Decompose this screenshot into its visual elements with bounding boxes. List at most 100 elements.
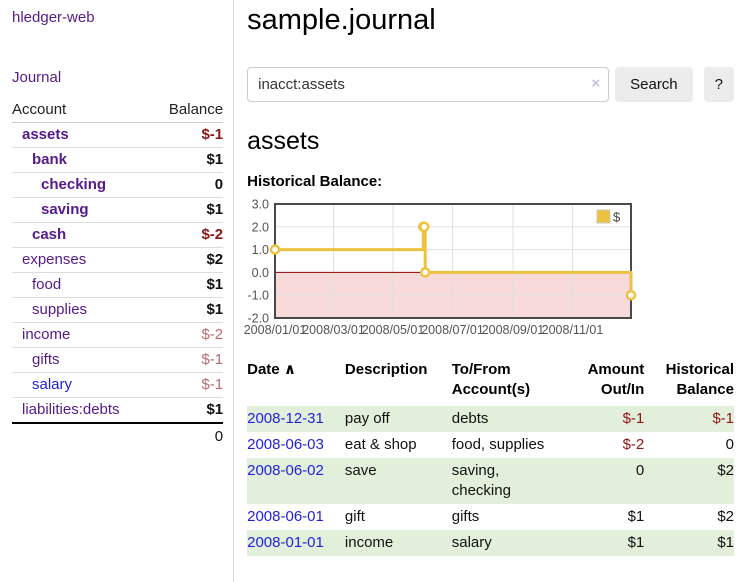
transaction-row: 2008-01-01 income salary $1 $1 [247, 530, 734, 556]
transaction-amount: 0 [635, 462, 645, 479]
search-button[interactable]: Search [615, 67, 693, 102]
account-balance: $1 [152, 397, 224, 423]
transaction-accounts: salary [451, 534, 492, 551]
account-link[interactable]: bank [32, 151, 68, 168]
y-axis-tick: 0.0 [252, 266, 269, 280]
account-balance: $2 [152, 247, 224, 273]
account-balance: 0 [152, 172, 224, 198]
transaction-amount: $1 [627, 508, 645, 525]
legend-swatch-icon [596, 209, 611, 224]
transaction-description: eat & shop [344, 436, 417, 453]
account-link[interactable]: income [22, 326, 71, 343]
transaction-description: gift [344, 508, 365, 525]
account-link[interactable]: assets [22, 126, 69, 143]
sidebar-item-journal[interactable]: Journal [12, 69, 62, 86]
account-row: expenses $2 [12, 247, 224, 273]
y-axis-tick: -1.0 [248, 289, 270, 303]
transaction-row: 2008-12-31 pay off debts $-1 $-1 [247, 406, 734, 432]
transaction-date-link[interactable]: 2008-01-01 [247, 534, 324, 551]
transaction-amount: $-2 [622, 436, 645, 453]
account-balance: $1 [152, 197, 224, 223]
account-balance: $1 [152, 147, 224, 173]
account-row: checking 0 [12, 172, 224, 198]
account-link[interactable]: cash [32, 226, 67, 243]
account-row: cash $-2 [12, 222, 224, 248]
transaction-balance: $-1 [712, 410, 734, 427]
account-row: saving $1 [12, 197, 224, 223]
transaction-amount: $-1 [622, 410, 645, 427]
transaction-balance: $1 [717, 534, 734, 551]
account-balance: $1 [152, 297, 224, 323]
account-balance: $-1 [201, 126, 224, 143]
transaction-accounts: food, supplies [451, 436, 545, 453]
transaction-date-link[interactable]: 2008-06-03 [247, 436, 324, 453]
account-heading: assets [247, 127, 320, 155]
account-link[interactable]: supplies [32, 301, 88, 318]
description-column-header: Description [344, 361, 428, 378]
main-content: sample.journal × Search ? assets Histori… [234, 0, 742, 582]
transaction-balance: $2 [717, 462, 734, 479]
transaction-description: pay off [344, 410, 390, 427]
account-link[interactable]: saving [41, 201, 89, 218]
account-row: bank $1 [12, 147, 224, 173]
transaction-balance: 0 [725, 436, 734, 453]
transaction-date-link[interactable]: 2008-06-02 [247, 462, 324, 479]
x-axis-tick: 2008/07/01 [421, 323, 484, 337]
accounts-column-header: Account [12, 99, 153, 123]
accounts-column-header: To/From Account(s) [451, 361, 531, 398]
account-row: income $-2 [12, 322, 224, 348]
chart-data-point [269, 244, 281, 255]
y-axis-tick: -2.0 [248, 312, 270, 326]
account-row: liabilities:debts $1 [12, 397, 224, 423]
x-axis-tick: 2008/11/01 [542, 323, 604, 337]
y-axis-tick: 2.0 [252, 220, 269, 234]
transaction-date-link[interactable]: 2008-06-01 [247, 508, 324, 525]
brand-link[interactable]: hledger-web [12, 9, 95, 26]
y-axis-tick: 3.0 [252, 198, 269, 212]
account-row: assets $-1 [12, 123, 223, 148]
account-row: gifts $-1 [12, 347, 224, 373]
account-link[interactable]: checking [41, 176, 107, 193]
chart-data-point [420, 267, 431, 278]
transaction-accounts: gifts [451, 508, 480, 525]
page-title: sample.journal [247, 4, 436, 36]
search-input[interactable] [247, 67, 610, 102]
account-link[interactable]: salary [32, 376, 73, 393]
account-link[interactable]: food [32, 276, 62, 293]
chart-title: Historical Balance: [247, 173, 383, 190]
chart-data-point [419, 221, 430, 233]
x-axis-tick: 2008/09/01 [482, 323, 545, 337]
legend-label: $ [613, 210, 621, 225]
accounts-total-value: 0 [152, 422, 224, 450]
account-link[interactable]: liabilities:debts [22, 401, 120, 418]
transaction-accounts: saving, checking [451, 462, 511, 499]
clear-search-icon[interactable]: × [591, 75, 601, 92]
account-row: supplies $1 [12, 297, 224, 323]
account-row: salary $-1 [12, 372, 224, 398]
balance-chart: $3.0 2.0 1.0 0.0 -1.0 -2.0 2008/01/01 2008/03/0… [244, 198, 734, 339]
sort-ascending-icon: ∧ [283, 361, 296, 378]
amount-column-header: Amount Out/In [587, 361, 645, 398]
account-balance: $-1 [152, 372, 224, 398]
account-link[interactable]: expenses [22, 251, 87, 268]
balance-column-header: Historical Balance [665, 361, 734, 398]
sort-by-date-header[interactable]: Date ∧ [247, 361, 296, 378]
transaction-amount: $1 [627, 534, 645, 551]
search-bar: × Search ? [247, 67, 734, 102]
x-axis-tick: 2008/05/01 [362, 323, 425, 337]
transaction-row: 2008-06-03 eat & shop food, supplies $-2… [247, 432, 734, 458]
account-balance: $1 [152, 272, 224, 298]
transaction-balance: $2 [717, 508, 734, 525]
x-axis-tick: 2008/03/01 [302, 323, 365, 337]
balance-chart-svg: $3.0 2.0 1.0 0.0 -1.0 -2.02008/01/012008/03/0… [244, 198, 637, 337]
transaction-date-link[interactable]: 2008-12-31 [247, 410, 324, 427]
register-table: Date ∧ Description To/From Account(s) Am… [247, 358, 734, 556]
help-button[interactable]: ? [703, 67, 734, 102]
chart-data-point [625, 289, 637, 301]
balance-column-header: Balance [152, 99, 224, 123]
x-axis-tick: 2008/01/01 [244, 323, 307, 337]
account-link[interactable]: gifts [32, 351, 60, 368]
transaction-description: save [344, 462, 377, 479]
chart-legend: $ [594, 208, 631, 226]
